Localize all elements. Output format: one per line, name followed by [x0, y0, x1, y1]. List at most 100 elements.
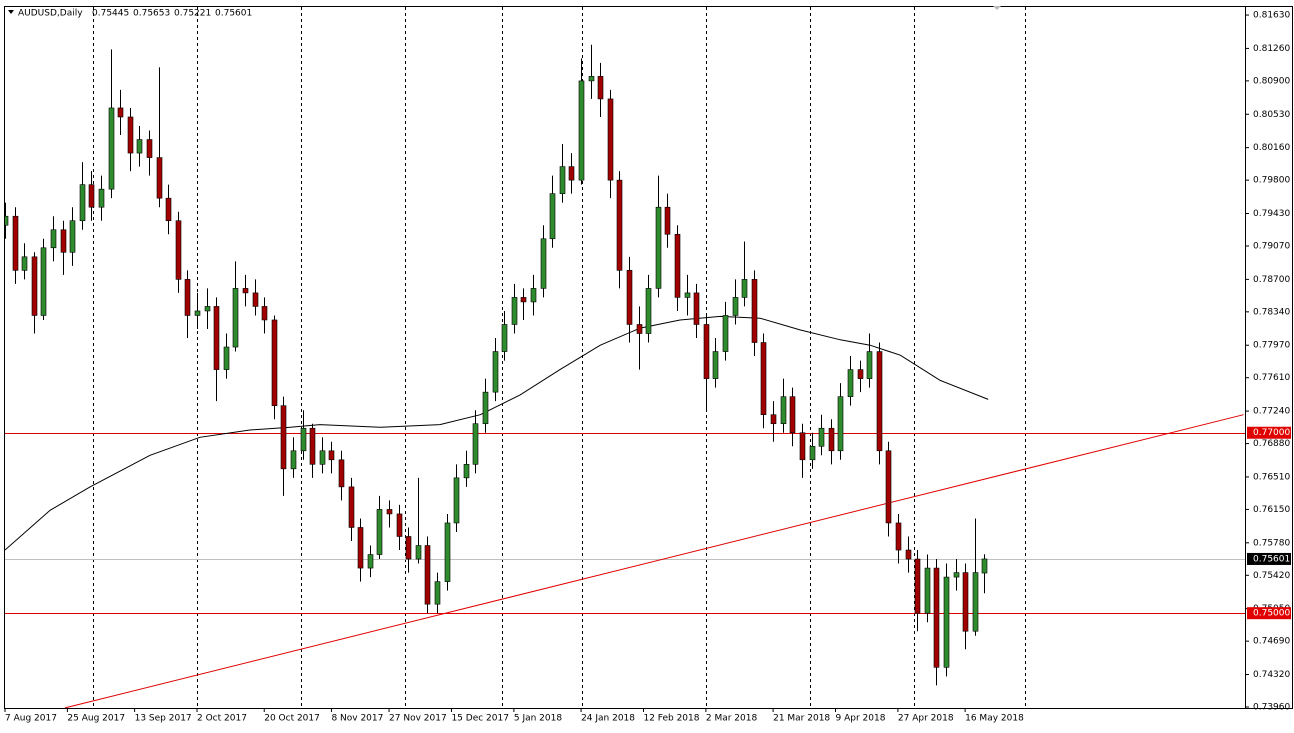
candle-body	[79, 184, 86, 222]
candle-body	[895, 522, 902, 551]
candle-body	[751, 279, 758, 343]
candle-body	[415, 545, 422, 560]
y-tick-label: 0.76510	[1253, 472, 1290, 482]
candle-body	[799, 432, 806, 461]
y-tick-label: 0.73960	[1253, 703, 1290, 713]
plot-frame	[4, 6, 1246, 709]
candle-body	[396, 513, 403, 537]
candle-body	[300, 427, 307, 452]
header-value: 0.75653	[133, 9, 170, 19]
candle-body	[636, 324, 643, 334]
candle-body	[607, 98, 614, 181]
candle-body	[962, 572, 969, 632]
candle-body	[905, 549, 912, 560]
candle-body	[424, 545, 431, 605]
candle-body	[847, 369, 854, 397]
candle-body	[213, 306, 220, 370]
candle-body	[520, 297, 527, 303]
candle-body	[732, 297, 739, 316]
y-tick-label: 0.77240	[1253, 407, 1290, 417]
x-tick-label: 25 Aug 2017	[67, 714, 125, 724]
candle-body	[703, 324, 710, 379]
candle-body	[943, 576, 950, 668]
candle-body	[511, 297, 518, 325]
y-tick-label: 0.79070	[1253, 241, 1290, 251]
y-tick-label: 0.76150	[1253, 505, 1290, 515]
x-tick-label: 15 Dec 2017	[451, 714, 509, 724]
candle-body	[664, 206, 671, 235]
candle-body	[492, 351, 499, 393]
x-tick-label: 12 Feb 2018	[643, 714, 699, 724]
candle-body	[530, 288, 537, 303]
line-price-box	[1247, 426, 1291, 439]
y-tick-label: 0.80160	[1253, 143, 1290, 153]
header-value: 0.75601	[215, 9, 252, 19]
x-tick-label: 2 Oct 2017	[197, 714, 247, 724]
candle-body	[223, 346, 230, 370]
header-value: 0.75221	[174, 9, 211, 19]
candle-body	[12, 215, 19, 271]
candle-body	[684, 292, 691, 298]
candle-body	[117, 107, 124, 118]
price-axis: 0.81630 0.81260 0.80900 0.80530 0.80160 0.798…	[1245, 11, 1291, 713]
candle-body	[885, 450, 892, 524]
candle-body	[674, 233, 681, 298]
candle-body	[50, 229, 57, 249]
current-price-box	[1247, 552, 1291, 565]
candle-body	[194, 310, 201, 316]
candle-body	[712, 351, 719, 379]
y-tick-label: 0.79800	[1253, 176, 1290, 186]
y-tick-label: 0.75420	[1253, 571, 1290, 581]
candle-body	[98, 188, 105, 208]
symbol: AUDUSD,Daily	[18, 9, 83, 19]
candle-body	[146, 139, 153, 158]
candle-body	[549, 193, 556, 240]
candle-body	[857, 369, 864, 379]
candle-body	[953, 572, 960, 578]
candle-body	[21, 256, 28, 271]
candle-body	[444, 522, 451, 582]
price-axis-frame	[1245, 6, 1293, 709]
candle-body	[924, 567, 931, 614]
candle-body	[357, 527, 364, 569]
candle-body	[60, 229, 67, 253]
candle-body	[693, 292, 700, 325]
candle-body	[290, 450, 297, 470]
candle-body	[328, 450, 335, 461]
x-tick-label: 5 Jan 2018	[514, 714, 562, 724]
y-tick-label: 0.80530	[1253, 110, 1290, 120]
candle-body	[165, 197, 172, 222]
header-value: 0.75445	[92, 9, 129, 19]
x-tick-label: 27 Apr 2018	[898, 714, 954, 724]
candle-body	[828, 427, 835, 452]
y-tick-label: 0.74690	[1253, 637, 1290, 647]
candle-body	[981, 558, 988, 574]
y-tick-label: 0.77970	[1253, 341, 1290, 351]
candle-body	[386, 509, 393, 515]
candle-body	[69, 220, 76, 253]
y-tick-label: 0.80900	[1253, 76, 1290, 86]
candle-body	[108, 107, 115, 190]
trend-line	[64, 414, 1244, 708]
candle-body	[616, 179, 623, 271]
y-tick-label: 0.78700	[1253, 275, 1290, 285]
y-tick-label: 0.81630	[1253, 11, 1290, 21]
candle-body	[482, 391, 489, 425]
candle-body	[597, 76, 604, 100]
y-tick-label: 0.74320	[1253, 670, 1290, 680]
line-price-label: 0.75000	[1253, 609, 1290, 619]
candle-body	[540, 238, 547, 289]
candle-body	[837, 396, 844, 452]
candle-body	[780, 396, 787, 425]
candle-body	[319, 450, 326, 465]
shift-marker	[993, 6, 1001, 10]
x-tick-label: 7 Aug 2017	[5, 714, 57, 724]
candle-body	[40, 247, 47, 316]
candle-body	[5, 215, 9, 226]
candle-body	[655, 206, 662, 289]
candle-body	[972, 572, 979, 632]
candle-body	[578, 80, 585, 181]
candle-body	[156, 157, 163, 199]
